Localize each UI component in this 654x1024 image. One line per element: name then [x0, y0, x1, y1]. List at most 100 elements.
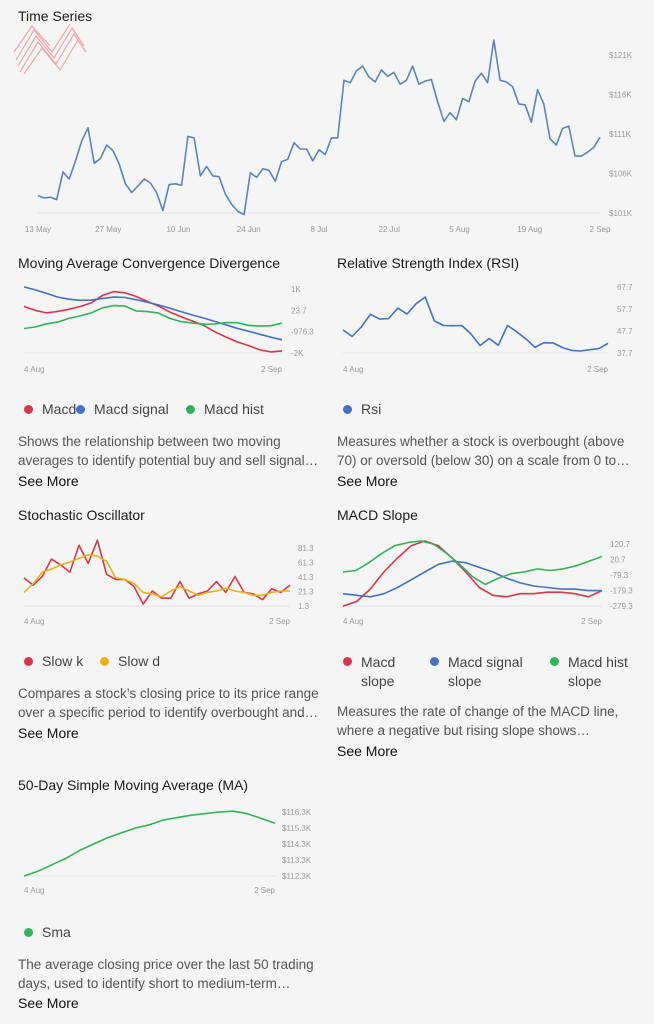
series-line-macd-slope — [342, 540, 603, 607]
y-tick-label: $101K — [609, 209, 633, 218]
sma-description: The average closing price over the last … — [18, 955, 314, 993]
slow-k-dot-icon — [24, 657, 33, 666]
legend-label: Macd signal — [94, 401, 169, 417]
desc-line: 70) or oversold (below 30) on a scale fr… — [337, 453, 630, 468]
legend-item-macd-hist[interactable]: Macd hist — [186, 401, 264, 417]
x-tick-label: 4 Aug — [343, 617, 363, 626]
brand-logo-icon — [13, 23, 87, 75]
y-tick-label: $115.3K — [282, 824, 312, 833]
macd-chart: 1K 23.7 -976.3 -2K 4 Aug 2 Sep — [23, 285, 314, 374]
macd-title: Moving Average Convergence Divergence — [18, 255, 281, 271]
rsi-description: Measures whether a stock is overbought (… — [337, 432, 630, 470]
slow-d-dot-icon — [100, 657, 109, 666]
series-line-sma — [23, 810, 276, 877]
sma-legend: Sma — [24, 924, 71, 940]
sma-dot-icon — [24, 928, 33, 937]
stochastic-legend: Slow k Slow d — [24, 653, 160, 669]
legend-label: Sma — [42, 924, 71, 940]
y-tick-label: -976.3 — [291, 328, 314, 337]
macd-slope-chart: 120.7 20.7 -79.3 -179.3 -279.3 4 Aug 2 Sep — [342, 540, 633, 626]
sma-see-more-link[interactable]: See More — [18, 995, 79, 1011]
desc-line: The average closing price over the last … — [18, 957, 314, 972]
y-tick-label: 81.3 — [298, 544, 314, 553]
desc-line: Shows the relationship between two movin… — [18, 434, 281, 449]
y-tick-label: -179.3 — [610, 587, 633, 596]
macd-hist-dot-icon — [186, 405, 195, 414]
time-series-title: Time Series — [18, 8, 93, 24]
y-tick-label: $111K — [609, 130, 632, 139]
x-tick-label: 22 Jul — [379, 225, 401, 234]
legend-label: Macd — [42, 401, 77, 417]
y-tick-label: -2K — [291, 349, 304, 358]
legend-label: Slow k — [42, 653, 84, 669]
x-tick-label: 4 Aug — [343, 365, 363, 374]
series-line-macd-signal-slope — [342, 560, 602, 598]
macd-signal-dot-icon — [76, 405, 85, 414]
x-tick-label: 13 May — [25, 225, 51, 234]
series-line-price — [37, 39, 601, 216]
macd-slope-legend: Macd slope Macd signal slope Macd hist s… — [343, 653, 638, 691]
y-tick-label: 20.7 — [610, 556, 626, 565]
stochastic-see-more-link[interactable]: See More — [18, 725, 79, 741]
desc-line: over a specific period to identify overb… — [18, 705, 319, 720]
sma-chart: $116.3K $115.3K $114.3K $113.3K $112.3K 4 Aug… — [23, 808, 312, 895]
rsi-see-more-link[interactable]: See More — [337, 473, 398, 489]
y-tick-label: 41.3 — [298, 573, 314, 582]
stochastic-chart: 81.3 61.3 41.3 21.3 1.3 4 Aug 2 Sep — [23, 539, 314, 626]
legend-label: Rsi — [361, 401, 382, 417]
legend-label: Slow d — [118, 653, 161, 669]
macd-see-more-link[interactable]: See More — [18, 473, 79, 489]
y-tick-label: -79.3 — [610, 571, 629, 580]
y-tick-label: 61.3 — [298, 559, 314, 568]
y-tick-label: 47.7 — [617, 327, 633, 336]
desc-line: Measures whether a stock is overbought (… — [337, 434, 625, 449]
x-tick-label: 19 Aug — [517, 225, 542, 234]
legend-item-macd[interactable]: Macd — [24, 401, 76, 417]
y-tick-label: $116.3K — [282, 808, 312, 817]
x-tick-label: 2 Sep — [590, 225, 611, 234]
desc-line: days, used to identify short to medium-t… — [18, 976, 291, 991]
y-tick-label: $112.3K — [282, 872, 312, 881]
y-tick-label: $116K — [609, 91, 632, 100]
macd-slope-title: MACD Slope — [337, 507, 418, 523]
x-tick-label: 27 May — [95, 225, 121, 234]
desc-line: Measures the rate of change of the MACD … — [337, 704, 619, 719]
legend-item-sma[interactable]: Sma — [24, 924, 71, 940]
legend-item-slow-k[interactable]: Slow k — [24, 653, 100, 669]
rsi-title: Relative Strength Index (RSI) — [337, 255, 520, 271]
stochastic-description: Compares a stock’s closing price to its … — [18, 684, 319, 722]
macd-description: Shows the relationship between two movin… — [18, 432, 318, 470]
y-tick-label: $113.3K — [282, 856, 312, 865]
x-tick-label: 4 Aug — [24, 365, 44, 374]
macd-slope-see-more-link[interactable]: See More — [337, 743, 398, 759]
legend-item-macd-hist-slope[interactable]: Macd hist slope — [550, 653, 638, 691]
x-tick-label: 2 Sep — [261, 365, 282, 374]
legend-item-rsi[interactable]: Rsi — [343, 401, 381, 417]
series-line-macd-signal — [23, 286, 283, 341]
y-tick-label: 1.3 — [298, 602, 310, 611]
legend-label: Macd hist — [204, 401, 264, 417]
rsi-dot-icon — [343, 405, 352, 414]
y-tick-label: 120.7 — [610, 540, 631, 549]
legend-item-slow-d[interactable]: Slow d — [100, 653, 160, 669]
y-tick-label: $114.3K — [282, 840, 312, 849]
y-tick-label: 37.7 — [617, 349, 633, 358]
legend-item-macd-slope[interactable]: Macd slope — [343, 653, 430, 691]
legend-label: Macd hist slope — [568, 654, 628, 689]
x-tick-label: 10 Jun — [166, 225, 190, 234]
desc-line: where a negative but rising slope shows… — [337, 723, 590, 738]
time-series-chart: $121K $116K $111K $106K $101K 13 May 27 May 10 … — [25, 39, 633, 234]
y-tick-label: 67.7 — [617, 283, 633, 292]
legend-item-macd-signal[interactable]: Macd signal — [76, 401, 186, 417]
series-line-rsi — [342, 296, 609, 352]
rsi-chart: 67.7 57.7 47.7 37.7 4 Aug 2 Sep — [342, 283, 633, 374]
y-tick-label: -279.3 — [610, 602, 633, 611]
sma-title: 50-Day Simple Moving Average (MA) — [18, 777, 249, 793]
stochastic-title: Stochastic Oscillator — [18, 507, 145, 523]
series-line-slow-d — [23, 553, 290, 598]
legend-label: Macd slope — [361, 654, 396, 689]
legend-item-macd-signal-slope[interactable]: Macd signal slope — [430, 653, 550, 691]
x-tick-label: 8 Jul — [311, 225, 328, 234]
series-line-macd-hist — [23, 304, 283, 330]
y-tick-label: 21.3 — [298, 588, 314, 597]
